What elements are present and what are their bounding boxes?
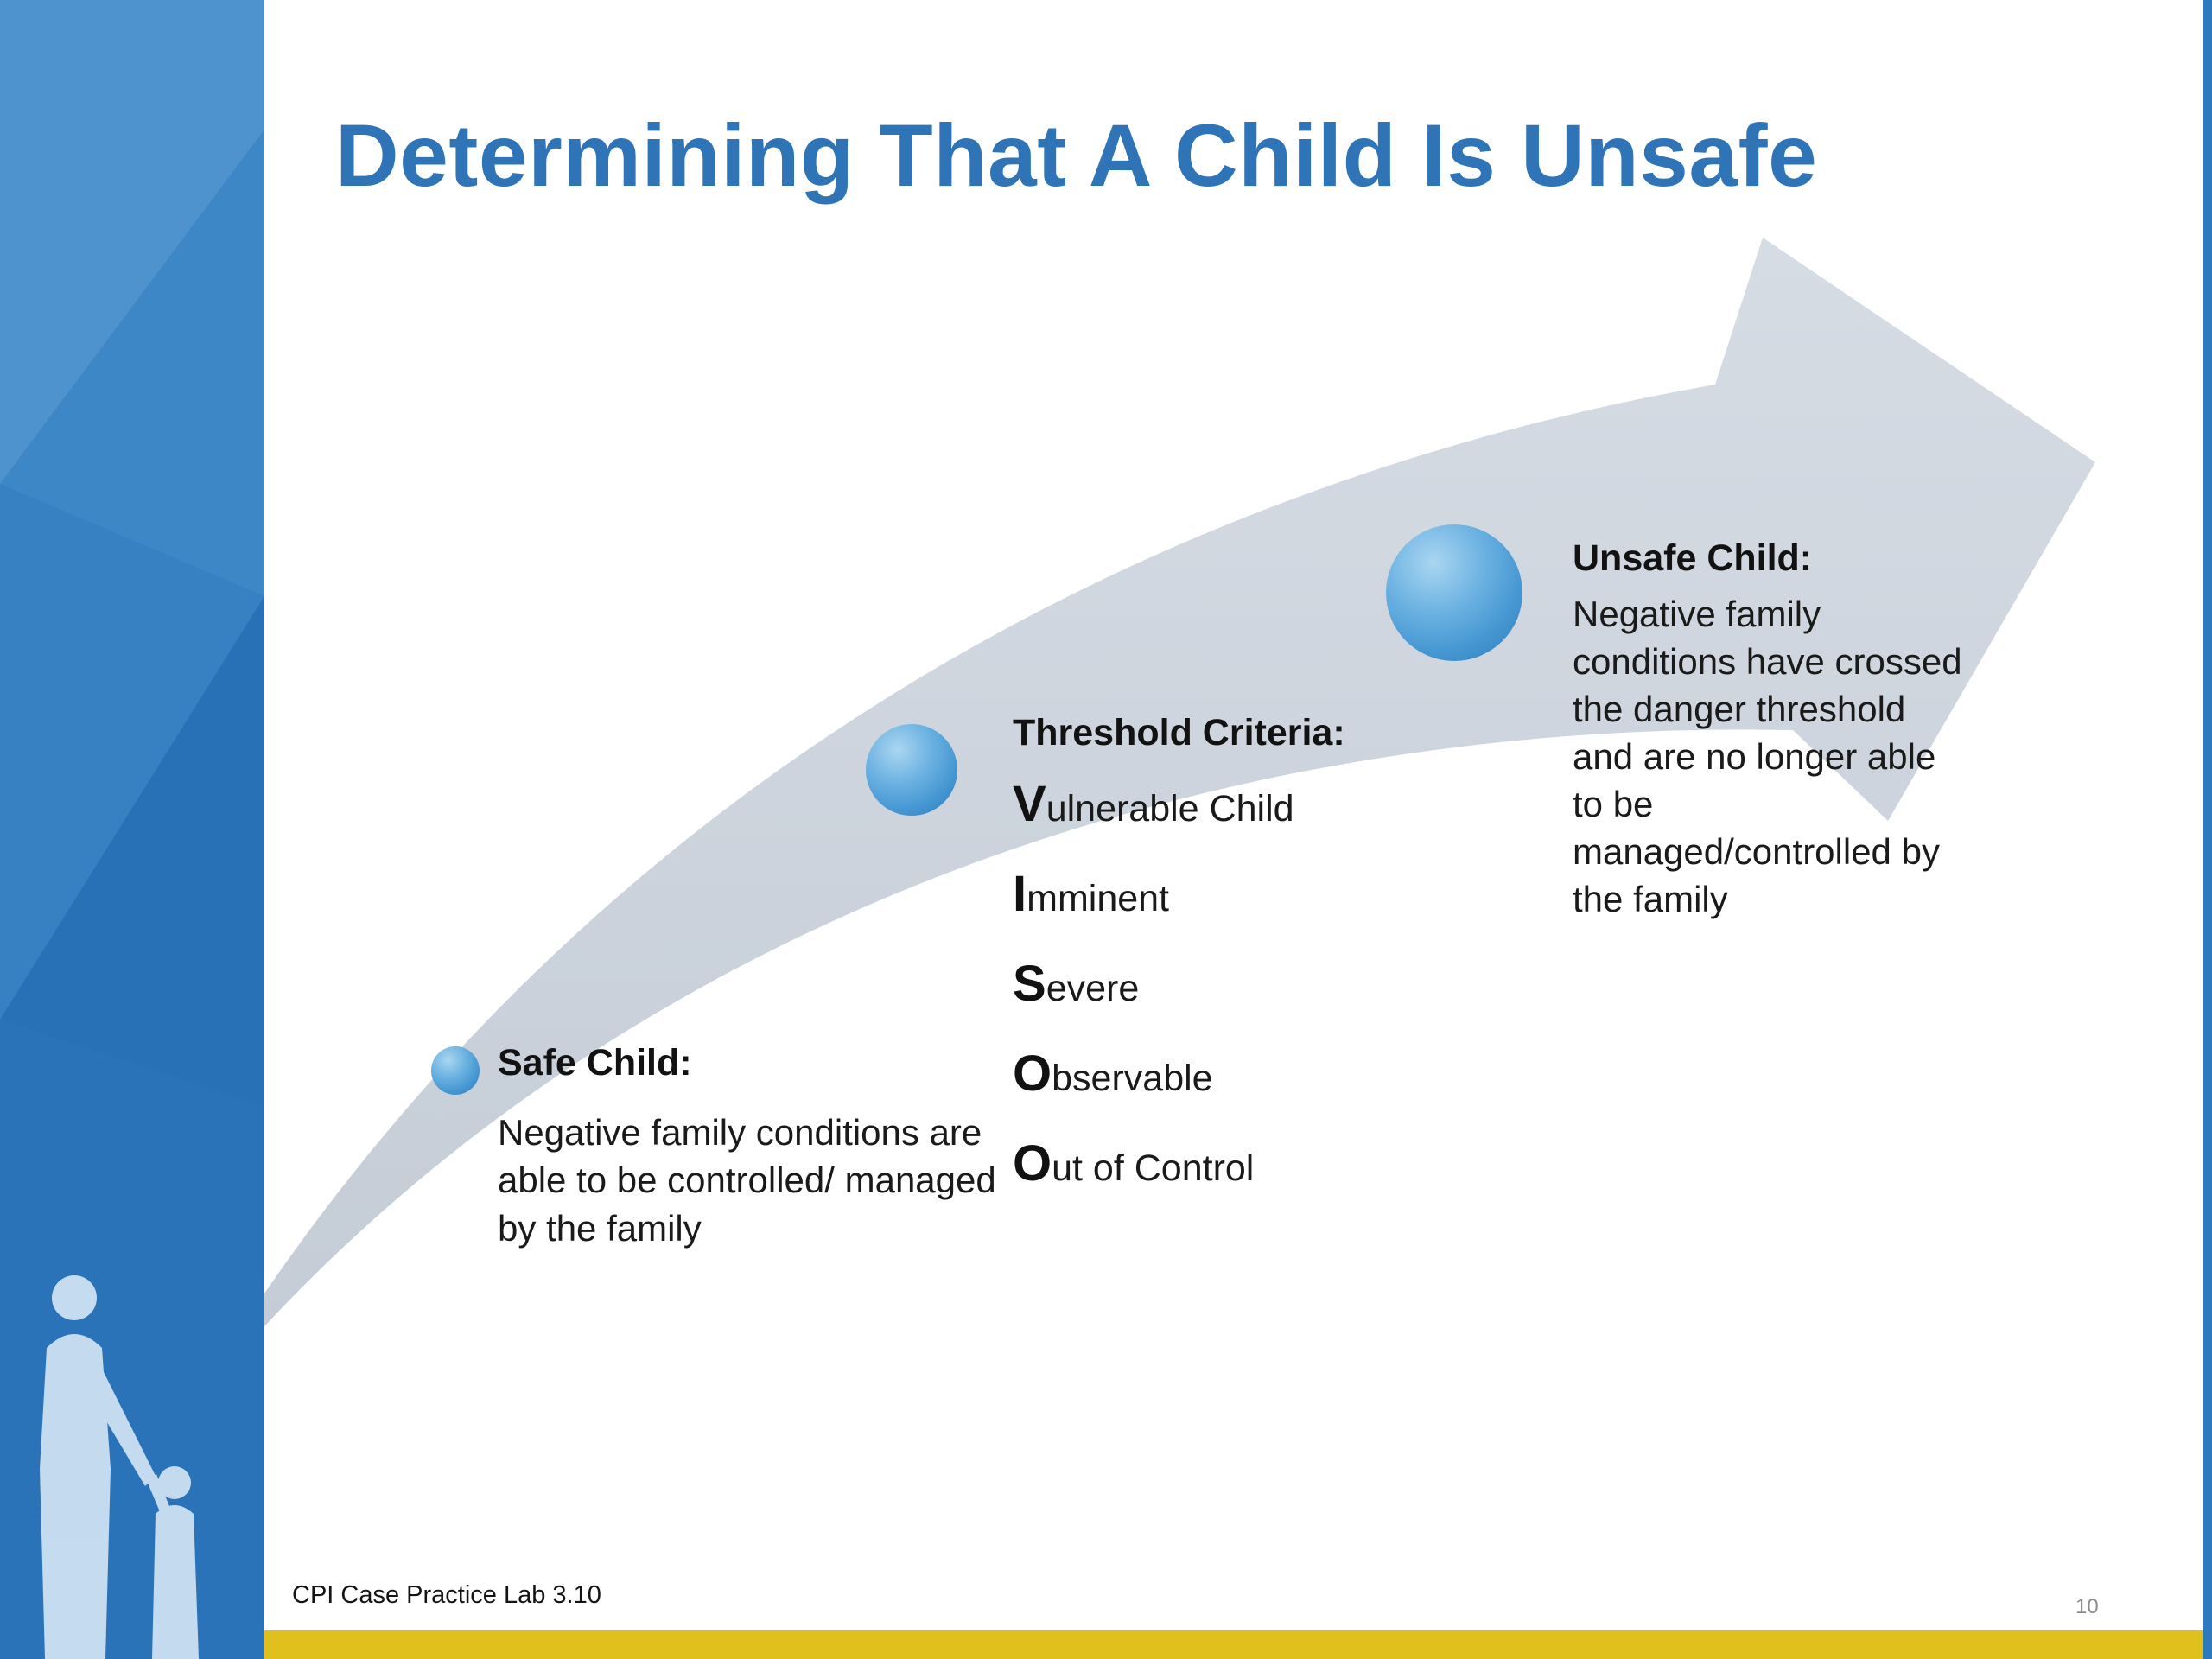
threshold-rest: ut of Control [1052,1147,1255,1189]
stage-safe-child: Safe Child: Negative family conditions a… [498,1042,1003,1252]
stage-marker-threshold [866,724,957,816]
unsafe-child-body: Negative family conditions have crossed … [1573,594,1962,920]
threshold-rest: evere [1046,968,1140,1009]
threshold-item-severe: Severe [1013,957,1497,1016]
page-number: 10 [2075,1595,2099,1618]
threshold-initial: O [1013,1135,1052,1192]
threshold-initial: O [1013,1046,1052,1102]
stage-threshold-criteria: Threshold Criteria: Vulnerable Child Imm… [1013,712,1497,1226]
threshold-rest: mminent [1027,878,1170,919]
footer-label: CPI Case Practice Lab 3.10 [292,1581,601,1609]
sidebar-facets [0,0,264,1659]
threshold-rest: ulnerable Child [1046,788,1294,830]
sidebar-graphic [0,0,264,1659]
threshold-initial: S [1013,956,1046,1012]
stage-unsafe-child: Unsafe Child: Negative family conditions… [1573,537,1972,923]
safe-child-heading: Safe Child: [498,1042,692,1084]
stage-marker-unsafe [1386,524,1522,661]
threshold-item-out-of-control: Out of Control [1013,1136,1497,1196]
threshold-item-vulnerable: Vulnerable Child [1013,777,1497,836]
threshold-rest: bservable [1052,1058,1213,1099]
threshold-heading: Threshold Criteria: [1013,712,1345,753]
threshold-item-imminent: Imminent [1013,867,1497,926]
unsafe-child-heading: Unsafe Child: [1573,537,1813,579]
threshold-item-observable: Observable [1013,1046,1497,1106]
bottom-accent-bar [264,1630,2212,1659]
family-silhouette-icon [40,1275,199,1659]
stage-marker-safe [431,1046,480,1095]
threshold-initial: I [1013,866,1027,922]
right-edge-strip [2203,0,2212,1659]
threshold-list: Vulnerable Child Imminent Severe Observa… [1013,777,1497,1196]
threshold-initial: V [1013,776,1046,832]
page-title: Determining That A Child Is Unsafe [335,106,1818,205]
safe-child-body: Negative family conditions are able to b… [498,1112,996,1249]
